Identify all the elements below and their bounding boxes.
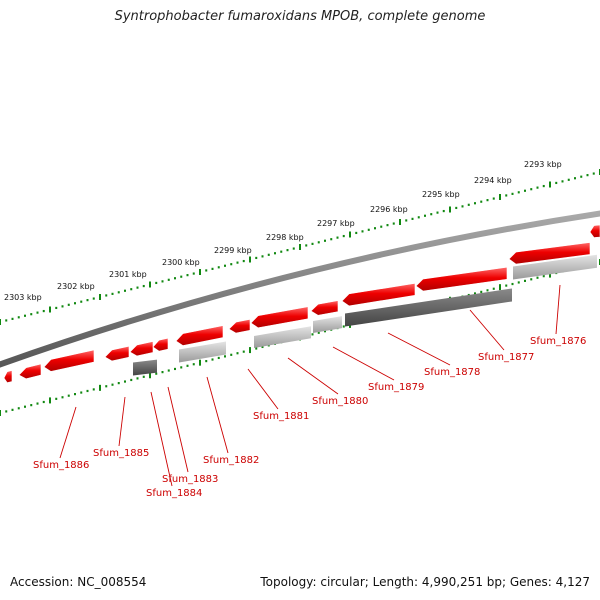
gene-label: Sfum_1881 (253, 411, 309, 422)
gene-label: Sfum_1878 (424, 367, 480, 378)
gene-arrow (508, 242, 591, 265)
gene-arrow (18, 363, 42, 380)
leader-line (247, 368, 279, 410)
gene-block (313, 316, 342, 333)
gene-arrow (228, 318, 251, 334)
leader-line (167, 386, 189, 473)
gene-label: Sfum_1880 (312, 396, 368, 407)
leader-line (555, 284, 561, 335)
gene-arrow (43, 349, 95, 372)
gene-label: Sfum_1877 (478, 352, 534, 363)
gene-block (513, 254, 597, 280)
leader-line (387, 332, 451, 366)
kbp-marker-label: 2293 kbp (524, 160, 562, 169)
gene-label: Sfum_1882 (203, 455, 259, 466)
kbp-markers: 2293 kbp 2294 kbp 2295 kbp 2296 kbp 2297 kbp… (4, 160, 562, 302)
leader-line (469, 309, 505, 351)
gene-track (3, 224, 600, 384)
gene-arrow (341, 282, 416, 307)
gene-arrow (415, 266, 508, 292)
kbp-marker-label: 2299 kbp (214, 246, 252, 255)
leader-line (206, 376, 229, 454)
gene-arrow (129, 341, 154, 357)
kbp-marker-label: 2303 kbp (4, 293, 42, 302)
kbp-marker-label: 2296 kbp (370, 205, 408, 214)
gene-arrow (250, 306, 309, 329)
gene-labels: Sfum_1876Sfum_1877Sfum_1878Sfum_1879Sfum… (33, 336, 586, 499)
gene-label: Sfum_1879 (368, 382, 424, 393)
gene-block (179, 341, 226, 363)
leader-line (150, 391, 173, 487)
genome-backbone (0, 210, 600, 368)
genome-title: Syntrophobacter fumaroxidans MPOB, compl… (114, 9, 486, 24)
gene-arrow (589, 224, 600, 238)
label-leader-lines (59, 284, 561, 487)
leader-line (118, 396, 126, 447)
accession-text: Accession: NC_008554 (10, 575, 147, 589)
gene-arrow (152, 337, 169, 352)
leader-line (59, 406, 77, 459)
gene-arrow (175, 325, 224, 346)
kbp-marker-label: 2295 kbp (422, 190, 460, 199)
kbp-marker-label: 2301 kbp (109, 270, 147, 279)
gene-label: Sfum_1884 (146, 488, 202, 499)
gene-label: Sfum_1885 (93, 448, 149, 459)
gene-label: Sfum_1876 (530, 336, 586, 347)
gene-arrow (104, 345, 130, 362)
gene-arrow (310, 300, 339, 316)
kbp-marker-label: 2300 kbp (162, 258, 200, 267)
gene-block (133, 359, 157, 376)
kbp-marker-label: 2298 kbp (266, 233, 304, 242)
leader-line (287, 357, 339, 395)
gene-arrow (3, 370, 13, 384)
upper-scale-ticks (0, 169, 600, 325)
leader-line (332, 346, 395, 381)
kbp-marker-label: 2302 kbp (57, 282, 95, 291)
gene-block (254, 326, 311, 348)
topology-text: Topology: circular; Length: 4,990,251 bp… (260, 575, 590, 589)
kbp-marker-label: 2294 kbp (474, 176, 512, 185)
gene-block (345, 288, 512, 327)
gene-label: Sfum_1886 (33, 460, 89, 471)
kbp-marker-label: 2297 kbp (317, 219, 355, 228)
gene-label: Sfum_1883 (162, 474, 218, 485)
